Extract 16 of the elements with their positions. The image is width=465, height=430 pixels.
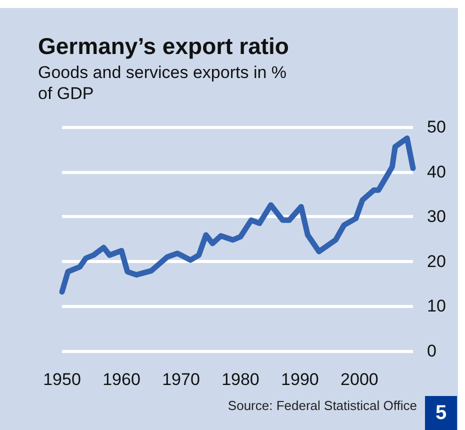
y-tick-label: 10 bbox=[427, 296, 446, 316]
y-tick-label: 40 bbox=[427, 162, 446, 182]
source-note: Source: Federal Statistical Office bbox=[228, 398, 417, 413]
y-tick-label: 30 bbox=[427, 207, 446, 226]
y-tick-label: 20 bbox=[427, 252, 446, 271]
y-tick-label: 50 bbox=[427, 118, 446, 136]
text: 5 bbox=[425, 396, 457, 430]
x-tick-label: 1970 bbox=[162, 370, 200, 389]
chart-subtitle: Goods and services exports in % of GDP bbox=[38, 62, 288, 104]
x-tick-label: 1950 bbox=[43, 370, 81, 389]
chart-title: Germany’s export ratio bbox=[38, 33, 289, 60]
x-tick-label: 1990 bbox=[281, 370, 319, 389]
x-tick-label: 2000 bbox=[340, 370, 378, 389]
y-tick-label: 0 bbox=[427, 342, 436, 360]
x-tick-label: 1960 bbox=[102, 370, 140, 389]
x-tick-label: 1980 bbox=[222, 370, 260, 389]
